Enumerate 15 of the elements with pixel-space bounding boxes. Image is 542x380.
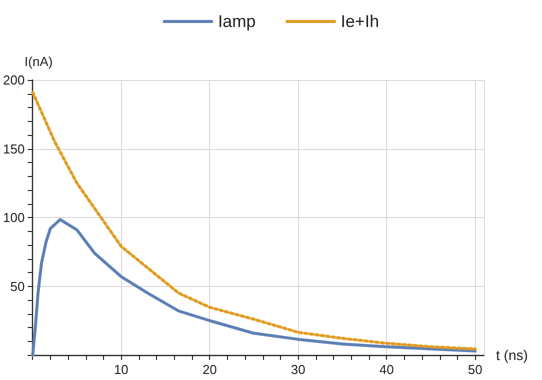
- legend-label: Iamp: [218, 12, 256, 31]
- y-tick-label: 150: [2, 141, 25, 156]
- x-tick-label: 50: [468, 362, 482, 377]
- y-tick-label: 50: [10, 278, 25, 294]
- x-axis-title: t (ns): [496, 347, 528, 363]
- line-series: [31, 90, 477, 350]
- legend-label: Ie+Ih: [340, 12, 380, 31]
- line-series: [31, 218, 477, 356]
- y-tick-label: 100: [2, 210, 25, 225]
- x-tick-label: 20: [202, 362, 217, 377]
- x-tick-label: 40: [379, 362, 394, 377]
- x-tick-label: 10: [114, 362, 128, 377]
- y-axis-title: I(nA): [24, 54, 53, 69]
- x-tick-label: 30: [290, 362, 306, 377]
- y-tick-label: 200: [2, 72, 25, 88]
